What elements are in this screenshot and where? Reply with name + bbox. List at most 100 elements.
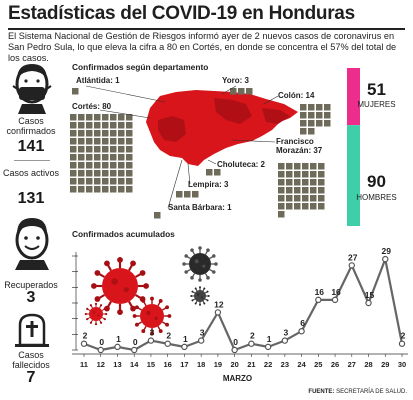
leader-line: [207, 159, 217, 165]
case-square: [308, 128, 315, 135]
case-square: [94, 186, 101, 193]
case-square: [246, 88, 253, 95]
data-label: 1: [267, 334, 272, 344]
case-square: [118, 154, 125, 161]
case-square: [102, 154, 109, 161]
virus-medium-icon: [132, 296, 172, 336]
case-square: [78, 114, 85, 121]
data-point: [181, 343, 188, 351]
data-point: [147, 337, 155, 344]
data-point: [264, 343, 272, 351]
source-note: FUENTE: SECRETARÍA DE SALUD.: [308, 389, 407, 395]
leader-line: [263, 95, 279, 105]
case-square: [118, 170, 125, 177]
department-label-santa-barbara: Santa Bárbara: 1: [168, 203, 232, 212]
case-square: [302, 187, 309, 194]
page-title: Estadísticas del COVID-19 en Honduras: [8, 3, 355, 24]
case-square: [278, 179, 285, 186]
data-point: [131, 346, 138, 354]
x-tick-label: 20: [230, 360, 238, 369]
case-square: [70, 162, 77, 169]
x-tick-label: 28: [364, 360, 372, 369]
case-square: [70, 146, 77, 153]
x-tick-label: 24: [297, 360, 306, 369]
case-square: [324, 120, 331, 127]
case-square: [126, 114, 133, 121]
case-square: [286, 187, 293, 194]
case-square: [102, 138, 109, 145]
case-square: [102, 186, 109, 193]
case-square: [110, 114, 117, 121]
case-square: [118, 178, 125, 185]
case-square: [126, 130, 133, 137]
case-square: [118, 138, 125, 145]
title-divider: [8, 28, 405, 30]
case-square: [126, 178, 133, 185]
case-square: [70, 130, 77, 137]
department-label-atlantida: Atlántida: 1: [76, 76, 120, 85]
case-square: [310, 179, 317, 186]
case-square: [102, 114, 109, 121]
case-square: [94, 170, 101, 177]
case-square: [110, 130, 117, 137]
case-square: [86, 186, 93, 193]
case-square: [126, 138, 133, 145]
case-square: [286, 179, 293, 186]
case-square: [70, 122, 77, 129]
case-square: [86, 146, 93, 153]
case-square: [110, 170, 117, 177]
case-square: [94, 122, 101, 129]
department-squares-lempira: [176, 191, 199, 198]
case-square: [286, 195, 293, 202]
case-square: [310, 195, 317, 202]
case-square: [118, 114, 125, 121]
data-point: [114, 343, 121, 351]
men-bar: [347, 125, 360, 226]
case-square: [278, 163, 285, 170]
data-point: [315, 296, 322, 304]
active-cases-label: Casos activos: [2, 168, 60, 178]
case-square: [94, 162, 101, 169]
case-square: [300, 128, 307, 135]
intro-text: El Sistema Nacional de Gestión de Riesgo…: [8, 31, 397, 63]
case-square: [310, 187, 317, 194]
x-axis-label: MARZO: [222, 374, 253, 383]
case-square: [94, 130, 101, 137]
data-label: 3: [283, 328, 288, 338]
data-point: [214, 309, 222, 316]
case-square: [300, 112, 307, 119]
case-square: [278, 211, 285, 218]
x-tick-label: 15: [147, 360, 155, 369]
case-square: [126, 154, 133, 161]
data-label: 6: [300, 318, 305, 328]
data-point: [231, 346, 238, 354]
case-square: [318, 195, 325, 202]
case-square: [118, 186, 125, 193]
case-square: [78, 138, 85, 145]
case-square: [102, 130, 109, 137]
leader-line: [85, 85, 166, 103]
data-label: 3: [150, 328, 155, 338]
case-square: [300, 104, 307, 111]
leader-line: [221, 85, 237, 95]
department-squares-atlantida: [72, 88, 79, 95]
virus-tiny-icon: [190, 286, 210, 306]
case-square: [78, 146, 85, 153]
case-square: [70, 170, 77, 177]
case-square: [70, 178, 77, 185]
data-label: 15: [365, 290, 375, 300]
case-square: [308, 112, 315, 119]
case-square: [238, 88, 245, 95]
deceased-label: Casos fallecidos: [12, 350, 50, 370]
source-value: SECRETARÍA DE SALUD.: [336, 389, 407, 395]
case-square: [318, 187, 325, 194]
case-square: [86, 114, 93, 121]
case-square: [308, 120, 315, 127]
case-square: [316, 120, 323, 127]
department-squares-colon: [300, 104, 331, 135]
source-label: FUENTE:: [308, 389, 335, 395]
case-square: [70, 138, 77, 145]
case-square: [192, 191, 199, 198]
x-tick-label: 11: [80, 360, 88, 369]
case-square: [286, 171, 293, 178]
